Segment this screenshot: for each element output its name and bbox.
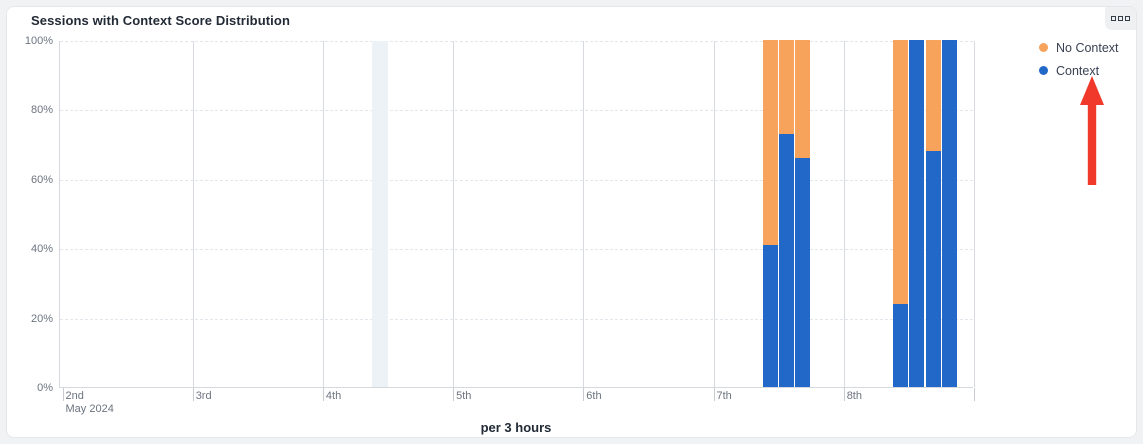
x-axis-tick-mark <box>973 388 975 401</box>
y-axis-tick-label: 80% <box>30 104 53 117</box>
more-options-button[interactable] <box>1105 7 1136 30</box>
x-axis-tick-mark <box>843 388 845 401</box>
y-axis-tick-label: 100% <box>24 35 53 47</box>
x-axis-tick-mark <box>62 388 64 401</box>
highlight-band <box>371 41 388 387</box>
legend-item-no-context[interactable]: No Context <box>1039 40 1119 55</box>
gridline-vertical <box>713 41 715 387</box>
gridline-vertical <box>973 41 975 387</box>
gridline-vertical <box>843 41 845 387</box>
gridline-horizontal <box>60 318 973 320</box>
bar-stack[interactable] <box>779 40 795 387</box>
chart-legend: No Context Context <box>1039 40 1119 86</box>
legend-dot-icon <box>1039 43 1048 52</box>
bar-segment-context[interactable] <box>795 157 811 387</box>
more-options-icon <box>1118 16 1123 21</box>
chart-plot-area: 0% 20% 40% 60% 80% 100% 2nd May 2024 3rd 4th 5th 6t… <box>25 35 975 415</box>
annotation-arrow <box>1080 76 1104 185</box>
gridline-vertical <box>453 41 455 387</box>
bar-segment-context[interactable] <box>941 40 957 387</box>
chart-card: Sessions with Context Score Distribution… <box>6 6 1137 438</box>
bar-stack[interactable] <box>762 40 778 387</box>
annotation-arrow-shape <box>1080 76 1104 185</box>
bar-stack[interactable] <box>893 40 909 387</box>
x-axis-tick-label: 2nd May 2024 <box>65 390 114 415</box>
bar-stack[interactable] <box>941 40 957 387</box>
more-options-icon <box>1111 16 1116 21</box>
gridline-vertical <box>322 41 324 387</box>
legend-label: Context <box>1056 63 1100 78</box>
gridline-horizontal <box>60 179 973 181</box>
gridline-horizontal <box>60 41 973 42</box>
gridline-vertical <box>192 41 194 387</box>
more-options-icon <box>1125 16 1130 21</box>
x-axis-tick-label: 7th <box>716 390 732 402</box>
bar-segment-no-context[interactable] <box>779 40 795 134</box>
bar-segment-context[interactable] <box>893 303 909 387</box>
gridline-horizontal <box>60 110 973 112</box>
x-axis-tick-mark <box>192 388 194 401</box>
bar-segment-no-context[interactable] <box>795 40 811 158</box>
bar-segment-no-context[interactable] <box>925 40 941 152</box>
gridline-vertical <box>583 41 585 387</box>
x-axis-tick-mark <box>453 388 455 401</box>
y-axis-tick-label: 20% <box>30 312 53 325</box>
bar-stack[interactable] <box>909 40 925 387</box>
legend-item-context[interactable]: Context <box>1039 63 1119 78</box>
gridline-horizontal <box>60 249 973 251</box>
x-axis-tick-mark <box>583 388 585 401</box>
bar-segment-context[interactable] <box>779 133 795 387</box>
y-axis-tick-label: 40% <box>30 243 53 256</box>
y-axis-tick-label: 0% <box>37 382 53 394</box>
x-axis-unit-label: per 3 hours <box>480 420 552 435</box>
bar-segment-context[interactable] <box>909 40 925 387</box>
bar-stack[interactable] <box>925 40 941 387</box>
legend-dot-icon <box>1039 66 1048 75</box>
bar-segment-no-context[interactable] <box>893 40 909 304</box>
bar-stack[interactable] <box>795 40 811 387</box>
x-axis-tick-mark <box>322 388 324 401</box>
bar-segment-context[interactable] <box>762 244 778 387</box>
bar-segment-context[interactable] <box>925 151 941 387</box>
x-axis-tick-label: 3rd <box>195 390 212 402</box>
legend-label: No Context <box>1056 40 1119 55</box>
bar-segment-no-context[interactable] <box>762 40 778 245</box>
x-axis-tick-label: 4th <box>325 390 342 402</box>
x-axis-tick-label: 5th <box>456 390 472 402</box>
x-axis-subtitle: May 2024 <box>65 403 114 415</box>
x-axis-tick-label: 8th <box>846 390 862 402</box>
x-axis-tick-label: 6th <box>586 390 602 402</box>
chart-title: Sessions with Context Score Distribution <box>31 13 290 28</box>
y-axis-tick-label: 60% <box>30 173 53 186</box>
x-axis-tick-mark <box>713 388 715 401</box>
